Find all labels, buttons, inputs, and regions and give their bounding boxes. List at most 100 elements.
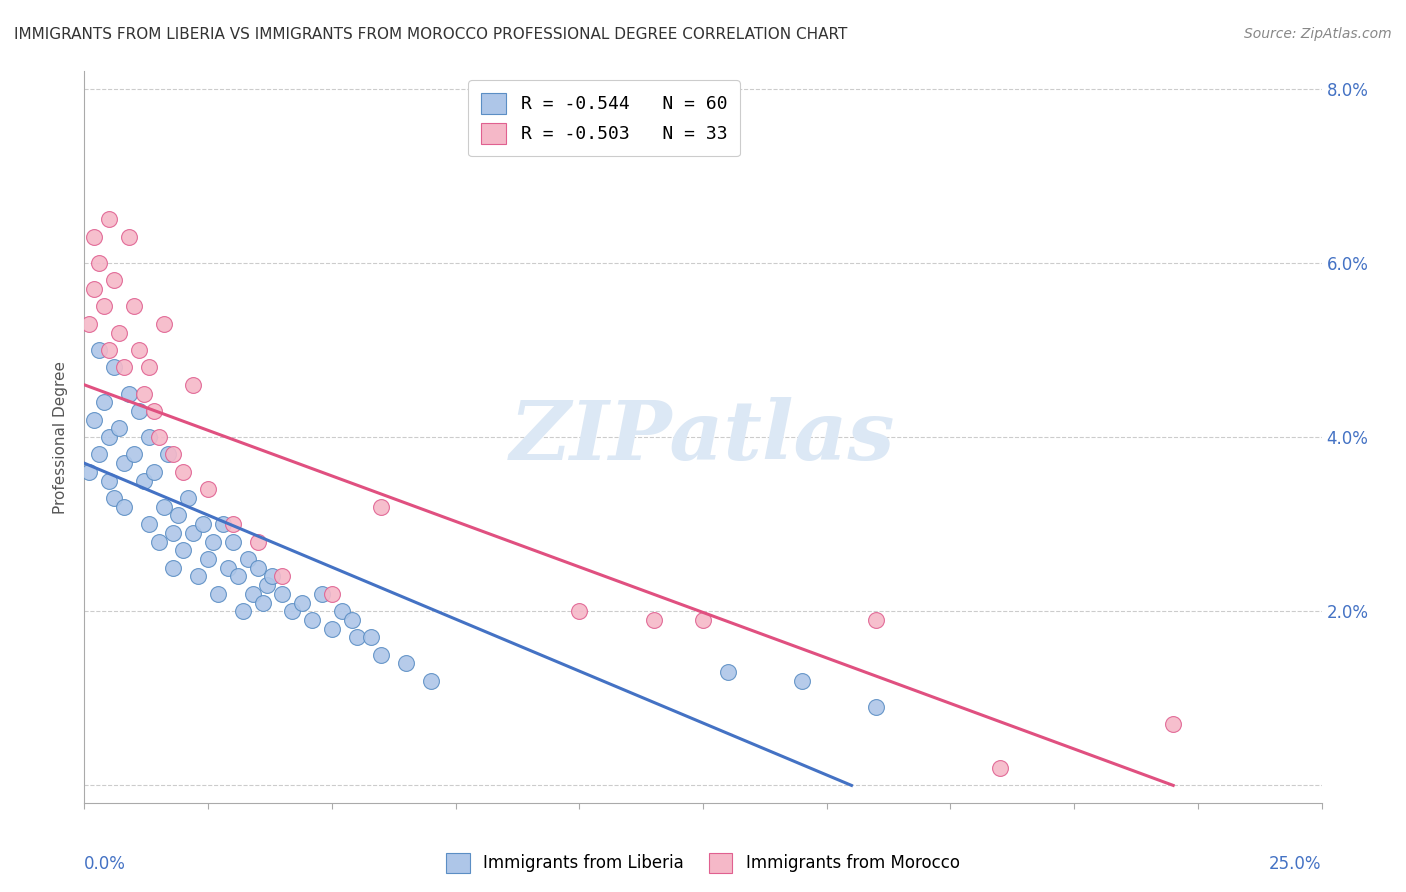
Point bbox=[232, 604, 254, 618]
Point bbox=[790, 673, 813, 688]
Point bbox=[301, 613, 323, 627]
Y-axis label: Professional Degree: Professional Degree bbox=[53, 360, 69, 514]
Text: ZIPatlas: ZIPatlas bbox=[510, 397, 896, 477]
Point bbox=[122, 300, 145, 314]
Point bbox=[202, 534, 225, 549]
Point bbox=[207, 587, 229, 601]
Point bbox=[93, 300, 115, 314]
Point bbox=[98, 343, 121, 357]
Point bbox=[187, 569, 209, 583]
Point bbox=[568, 604, 591, 618]
Point bbox=[112, 456, 135, 470]
Point bbox=[152, 317, 174, 331]
Point bbox=[162, 448, 184, 462]
Point bbox=[148, 534, 170, 549]
Text: 0.0%: 0.0% bbox=[84, 855, 127, 873]
Point bbox=[138, 360, 160, 375]
Point bbox=[103, 360, 125, 375]
Point bbox=[370, 500, 392, 514]
Point bbox=[132, 386, 155, 401]
Point bbox=[321, 587, 343, 601]
Point bbox=[142, 404, 165, 418]
Point bbox=[108, 421, 131, 435]
Point bbox=[138, 517, 160, 532]
Point bbox=[262, 569, 284, 583]
Point bbox=[311, 587, 333, 601]
Point bbox=[212, 517, 235, 532]
Point bbox=[191, 517, 214, 532]
Point bbox=[108, 326, 131, 340]
Point bbox=[865, 700, 887, 714]
Point bbox=[271, 569, 294, 583]
Point bbox=[346, 631, 368, 645]
Point bbox=[181, 525, 204, 540]
Legend: Immigrants from Liberia, Immigrants from Morocco: Immigrants from Liberia, Immigrants from… bbox=[440, 847, 966, 880]
Point bbox=[246, 560, 269, 574]
Point bbox=[138, 430, 160, 444]
Point bbox=[172, 465, 194, 479]
Point bbox=[89, 448, 111, 462]
Point bbox=[330, 604, 353, 618]
Point bbox=[148, 430, 170, 444]
Point bbox=[252, 595, 274, 609]
Point bbox=[79, 317, 101, 331]
Point bbox=[118, 229, 141, 244]
Point bbox=[692, 613, 714, 627]
Legend: R = -0.544   N = 60, R = -0.503   N = 33: R = -0.544 N = 60, R = -0.503 N = 33 bbox=[468, 80, 740, 156]
Point bbox=[222, 534, 245, 549]
Point bbox=[79, 465, 101, 479]
Point bbox=[217, 560, 239, 574]
Point bbox=[112, 500, 135, 514]
Text: IMMIGRANTS FROM LIBERIA VS IMMIGRANTS FROM MOROCCO PROFESSIONAL DEGREE CORRELATI: IMMIGRANTS FROM LIBERIA VS IMMIGRANTS FR… bbox=[14, 27, 848, 42]
Point bbox=[128, 343, 150, 357]
Point bbox=[98, 430, 121, 444]
Point bbox=[118, 386, 141, 401]
Point bbox=[83, 412, 105, 426]
Point bbox=[83, 229, 105, 244]
Point bbox=[157, 448, 180, 462]
Point bbox=[226, 569, 249, 583]
Point bbox=[360, 631, 382, 645]
Point bbox=[340, 613, 363, 627]
Point bbox=[89, 256, 111, 270]
Point bbox=[291, 595, 314, 609]
Point bbox=[93, 395, 115, 409]
Point bbox=[643, 613, 665, 627]
Point bbox=[167, 508, 190, 523]
Point bbox=[152, 500, 174, 514]
Point bbox=[132, 474, 155, 488]
Point bbox=[128, 404, 150, 418]
Point bbox=[162, 525, 184, 540]
Point bbox=[246, 534, 269, 549]
Point bbox=[222, 517, 245, 532]
Point bbox=[865, 613, 887, 627]
Point bbox=[142, 465, 165, 479]
Point bbox=[181, 377, 204, 392]
Point bbox=[419, 673, 441, 688]
Text: Source: ZipAtlas.com: Source: ZipAtlas.com bbox=[1244, 27, 1392, 41]
Point bbox=[89, 343, 111, 357]
Point bbox=[1161, 717, 1184, 731]
Point bbox=[172, 543, 194, 558]
Point bbox=[98, 474, 121, 488]
Point bbox=[321, 622, 343, 636]
Point bbox=[162, 560, 184, 574]
Point bbox=[256, 578, 278, 592]
Point bbox=[197, 483, 219, 497]
Point bbox=[242, 587, 264, 601]
Point bbox=[122, 448, 145, 462]
Point bbox=[395, 657, 418, 671]
Point bbox=[83, 282, 105, 296]
Text: 25.0%: 25.0% bbox=[1270, 855, 1322, 873]
Point bbox=[197, 552, 219, 566]
Point bbox=[236, 552, 259, 566]
Point bbox=[103, 491, 125, 505]
Point bbox=[177, 491, 200, 505]
Point bbox=[370, 648, 392, 662]
Point bbox=[98, 212, 121, 227]
Point bbox=[103, 273, 125, 287]
Point bbox=[281, 604, 304, 618]
Point bbox=[271, 587, 294, 601]
Point bbox=[112, 360, 135, 375]
Point bbox=[988, 761, 1011, 775]
